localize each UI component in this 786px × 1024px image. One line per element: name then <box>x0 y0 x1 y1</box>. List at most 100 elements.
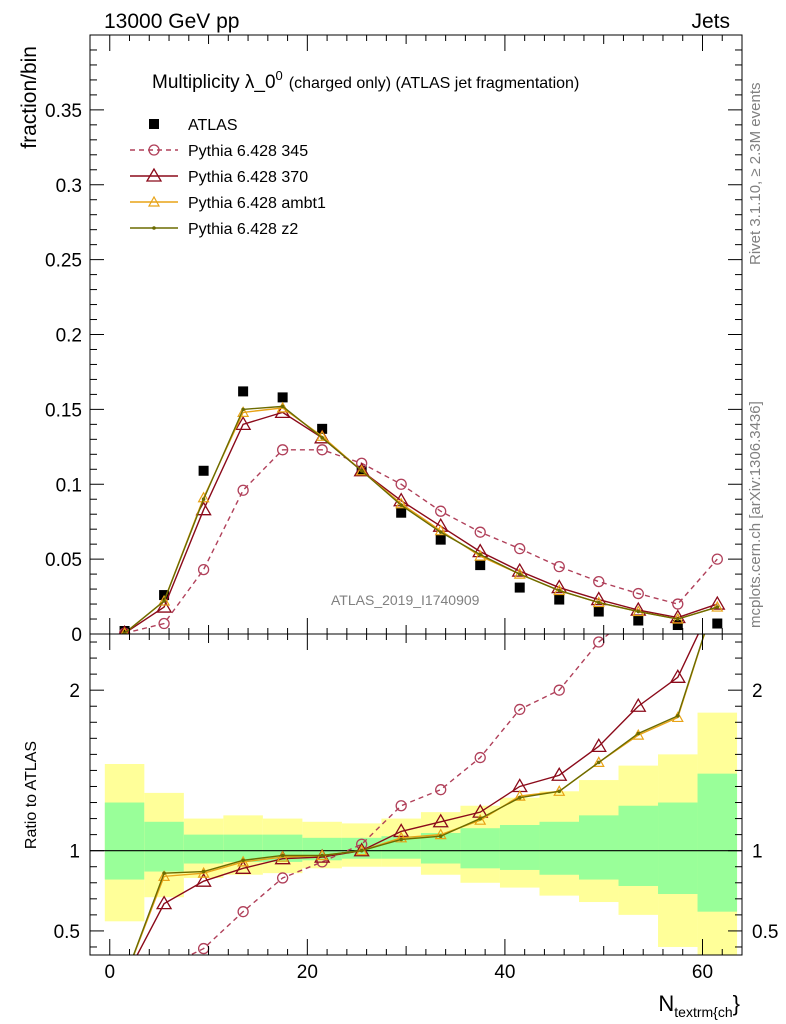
ratio-band-green <box>499 824 540 870</box>
y-tick-label: 0.25 <box>45 251 82 272</box>
y-tick-label: 0.35 <box>45 101 82 122</box>
data-point-marker <box>276 850 289 862</box>
data-point-marker <box>596 760 601 765</box>
data-point-marker <box>709 595 726 610</box>
data-point-marker <box>633 615 644 626</box>
data-point-marker <box>593 606 604 617</box>
mcplots-label: mcplots.cern.ch [arXiv:1306.3436] <box>747 401 764 628</box>
data-point-marker <box>276 401 289 413</box>
ratio-series-line <box>188 634 610 955</box>
x-axis-label: Ntextrm{ch} <box>658 991 740 1020</box>
data-point-marker <box>593 575 605 588</box>
ratio-bands <box>90 712 742 955</box>
data-point-marker <box>118 972 132 984</box>
legend-entry: ATLAS <box>149 117 238 134</box>
ratio-band-green <box>104 802 145 880</box>
data-point-marker <box>553 560 565 573</box>
data-point-marker <box>198 465 209 476</box>
data-point-marker <box>276 872 289 884</box>
data-point-marker <box>474 751 486 764</box>
data-point-marker <box>159 963 169 973</box>
data-point-marker <box>632 587 644 600</box>
series-line <box>124 405 718 634</box>
ratio-band-green <box>579 815 619 880</box>
data-point-marker <box>511 562 528 577</box>
legend-label: Pythia 6.428 z2 <box>188 221 298 238</box>
data-point-marker <box>320 853 324 858</box>
legend-label: ATLAS <box>188 117 238 134</box>
data-point-marker <box>435 534 446 545</box>
data-point-marker <box>517 572 522 576</box>
data-point-marker <box>162 871 166 875</box>
data-point-marker <box>673 589 683 599</box>
data-point-marker <box>636 731 641 736</box>
data-point-marker <box>234 416 252 431</box>
data-point-marker <box>636 609 641 614</box>
data-point-marker <box>120 974 130 983</box>
data-point-marker <box>592 756 605 768</box>
data-point-marker <box>148 144 160 156</box>
y-tick-label: 0.2 <box>56 326 82 347</box>
ratio-y-tick-label: 2 <box>69 681 80 702</box>
data-point-marker <box>155 598 173 613</box>
data-point-marker <box>553 785 566 796</box>
data-point-marker <box>237 484 249 496</box>
data-point-marker <box>514 703 526 716</box>
header-left: 13000 GeV pp <box>104 10 239 33</box>
x-tick-label: 40 <box>494 962 515 983</box>
ratio-band-green <box>460 828 500 869</box>
data-point-marker <box>715 605 720 609</box>
data-point-marker <box>551 579 568 594</box>
data-point-marker <box>435 784 447 796</box>
data-point-marker <box>162 599 166 603</box>
data-point-marker <box>317 423 328 434</box>
ratio-band-green <box>144 821 184 872</box>
ratio-series-line <box>132 634 706 955</box>
ratio-y-tick-label-right: 1 <box>752 842 763 863</box>
data-point-marker <box>711 600 724 612</box>
legend-entry: Pythia 6.428 345 <box>130 143 308 160</box>
data-point-marker <box>474 526 486 538</box>
ratio-band-green <box>658 802 698 895</box>
data-point-marker <box>277 392 288 403</box>
series-pythia-6-428-z2 <box>122 404 720 634</box>
analysis-watermark: ATLAS_2019_I1740909 <box>331 592 480 608</box>
data-point-marker <box>119 626 130 634</box>
data-point-marker <box>675 617 680 621</box>
data-point-marker <box>201 869 206 874</box>
main-plot-axes: 0 0.05 0.1 0.15 0.2 0.25 0.3 0.35 <box>45 35 743 646</box>
data-point-marker <box>478 552 483 557</box>
data-point-marker <box>395 800 407 812</box>
data-point-marker <box>237 906 249 918</box>
x-tick-label: 20 <box>297 962 318 983</box>
data-point-marker <box>596 600 601 605</box>
y-tick-label: 0.1 <box>56 475 82 496</box>
data-point-marker <box>399 503 403 508</box>
data-point-marker <box>276 444 289 456</box>
data-point-marker <box>675 714 680 718</box>
series-line <box>124 411 718 634</box>
data-point-marker <box>359 848 364 853</box>
data-point-marker <box>320 436 324 440</box>
ratio-band-green <box>697 773 738 912</box>
data-point-marker <box>197 866 210 878</box>
data-point-marker <box>241 407 245 412</box>
data-point-marker <box>557 789 562 794</box>
data-point-marker <box>152 226 156 230</box>
data-point-marker <box>120 974 130 984</box>
ratio-y-tick-label: 1 <box>69 842 80 863</box>
y-tick-label: 0.3 <box>56 176 82 197</box>
data-point-marker <box>155 895 173 910</box>
data-point-marker <box>590 591 607 606</box>
data-point-marker <box>197 563 210 576</box>
legend-label: Pythia 6.428 ambt1 <box>188 195 326 212</box>
data-point-marker <box>149 119 159 129</box>
y-tick-label: 0.05 <box>45 550 82 571</box>
data-point-marker <box>122 631 127 634</box>
legend-entry: Pythia 6.428 ambt1 <box>130 195 326 212</box>
legend-entry: Pythia 6.428 z2 <box>130 221 298 238</box>
data-point-marker <box>513 789 526 801</box>
x-tick-label: 60 <box>692 962 713 983</box>
data-point-marker <box>517 795 522 800</box>
data-point-marker <box>197 491 210 503</box>
